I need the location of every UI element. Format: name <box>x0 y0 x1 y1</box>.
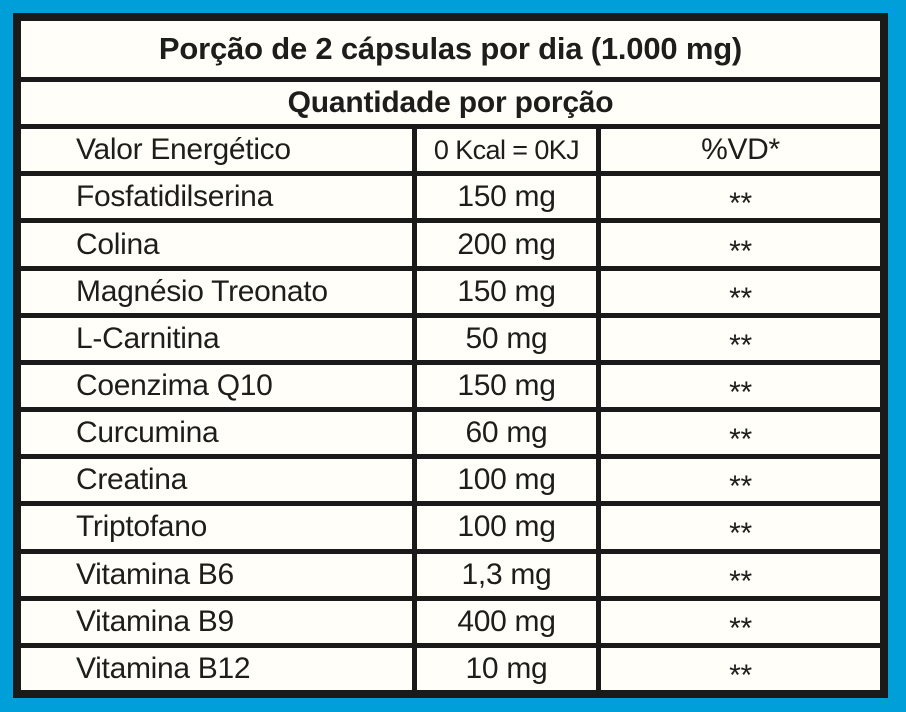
nutrient-dv: ** <box>596 459 880 503</box>
nutrient-amount: 150 mg <box>412 270 596 313</box>
nutrient-row: Vitamina B12 10 mg ** <box>21 642 880 692</box>
nutrient-amount: 1,3 mg <box>412 553 596 596</box>
nutrient-dv: ** <box>596 223 880 268</box>
nutrient-name: Triptofano <box>76 510 207 544</box>
nutrient-row: Vitamina B6 1,3 mg ** <box>21 548 880 598</box>
nutrient-row: Triptofano 100 mg ** <box>21 501 880 550</box>
nutrient-name: Colina <box>76 227 160 261</box>
nutrient-dv: %VD* <box>596 129 880 172</box>
nutrient-dv: ** <box>596 317 880 362</box>
nutrient-name: Vitamina B6 <box>76 557 234 591</box>
nutrient-row: L-Carnitina 50 mg ** <box>21 312 880 362</box>
nutrient-name: L-Carnitina <box>76 321 220 355</box>
nutrient-amount: 400 mg <box>412 600 596 643</box>
nutrient-amount: 10 mg <box>412 647 596 691</box>
supplement-facts-table: Porção de 2 cápsulas por dia (1.000 mg) … <box>13 13 888 698</box>
nutrient-amount: 50 mg <box>412 317 596 360</box>
nutrient-row: Coenzima Q10 150 mg ** <box>21 359 880 409</box>
nutrient-amount: 150 mg <box>412 176 596 219</box>
nutrient-amount: 150 mg <box>412 364 596 408</box>
nutrient-row: Creatina 100 mg ** <box>21 454 880 503</box>
nutrient-row: Colina 200 mg ** <box>21 218 880 268</box>
nutrient-dv: ** <box>596 176 880 220</box>
nutrient-name: Valor Energético <box>76 133 291 167</box>
nutrient-dv: ** <box>596 553 880 598</box>
nutrient-dv: ** <box>596 412 880 456</box>
nutrient-dv: ** <box>596 647 880 692</box>
nutrient-dv: ** <box>596 600 880 645</box>
nutrient-amount: 0 Kcal = 0KJ <box>412 129 596 172</box>
nutrient-name: Coenzima Q10 <box>76 369 273 403</box>
nutrient-dv: ** <box>596 270 880 315</box>
nutrient-amount: 60 mg <box>412 412 596 455</box>
nutrient-amount: 200 mg <box>412 223 596 266</box>
nutrient-name: Vitamina B9 <box>76 604 234 638</box>
nutrient-row: Magnésio Treonato 150 mg ** <box>21 265 880 315</box>
nutrient-name: Curcumina <box>76 416 219 450</box>
nutrient-row: Fosfatidilserina 150 mg ** <box>21 171 880 220</box>
nutrient-name: Creatina <box>76 463 187 497</box>
nutrient-row: Valor Energético 0 Kcal = 0KJ %VD* <box>21 124 880 172</box>
serving-header: Porção de 2 cápsulas por dia (1.000 mg) <box>21 21 880 77</box>
nutrient-name: Fosfatidilserina <box>76 180 273 214</box>
nutrient-amount: 100 mg <box>412 459 596 502</box>
nutrient-name: Magnésio Treonato <box>76 274 328 308</box>
nutrient-dv: ** <box>596 506 880 550</box>
quantity-header-text: Quantidade por porção <box>287 86 614 120</box>
nutrient-name: Vitamina B12 <box>76 651 251 685</box>
nutrient-row: Vitamina B9 400 mg ** <box>21 595 880 645</box>
nutrient-dv: ** <box>596 364 880 409</box>
nutrient-row: Curcumina 60 mg ** <box>21 407 880 456</box>
nutrient-amount: 100 mg <box>412 506 596 549</box>
serving-header-text: Porção de 2 cápsulas por dia (1.000 mg) <box>158 31 743 66</box>
quantity-header: Quantidade por porção <box>21 77 880 124</box>
